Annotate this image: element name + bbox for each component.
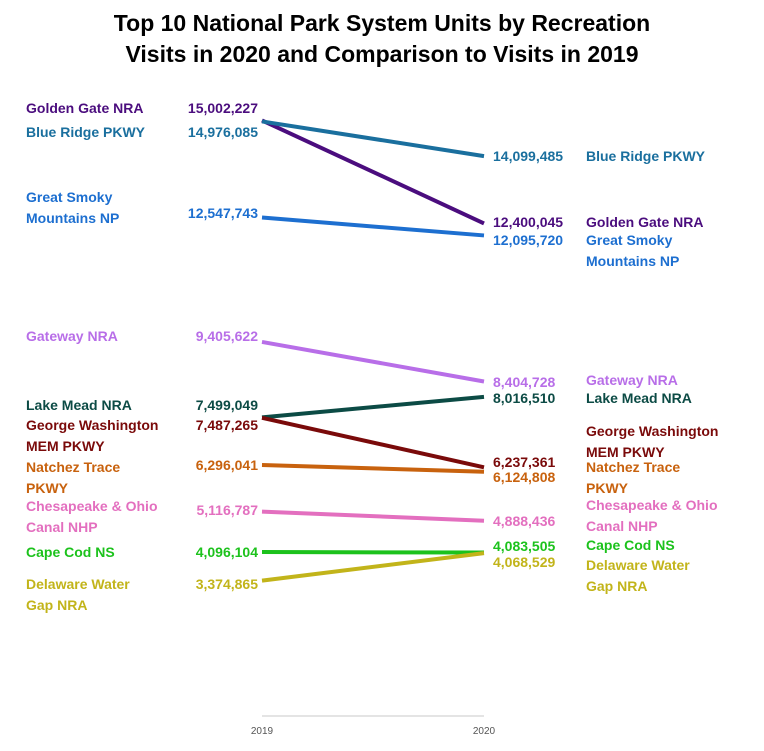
series-line-gateway-nra	[261, 339, 485, 384]
value-label-2019-natchez-trace-pkwy: 6,296,041	[196, 457, 258, 473]
series-name-left-george-washington-mem-pkwy-1: MEM PKWY	[26, 438, 105, 454]
x-tick-label-2020: 2020	[473, 726, 496, 737]
value-label-2020-blue-ridge-pkwy: 14,099,485	[493, 148, 563, 164]
series-name-left-delaware-water-gap-nra-1: Gap NRA	[26, 597, 87, 613]
value-label-2019-cape-cod-ns: 4,096,104	[196, 544, 258, 560]
value-label-2019-chesapeake-and-ohio-canal-nhp: 5,116,787	[196, 502, 258, 518]
series-name-left-chesapeake-and-ohio-canal-nhp-0: Chesapeake & Ohio	[26, 498, 158, 514]
series-name-left-natchez-trace-pkwy-0: Natchez Trace	[26, 459, 120, 475]
series-name-left-cape-cod-ns-0: Cape Cod NS	[26, 544, 115, 560]
series-line-chesapeake-and-ohio-canal-nhp	[261, 509, 485, 523]
series-name-left-lake-mead-nra-0: Lake Mead NRA	[26, 397, 132, 413]
series-name-right-delaware-water-gap-nra-0: Delaware Water	[586, 557, 690, 573]
value-label-2020-gateway-nra: 8,404,728	[493, 374, 555, 390]
value-label-2020-chesapeake-and-ohio-canal-nhp: 4,888,436	[493, 513, 555, 529]
series-name-right-cape-cod-ns-0: Cape Cod NS	[586, 537, 675, 553]
series-line-blue-ridge-pkwy	[261, 119, 485, 159]
value-label-2019-blue-ridge-pkwy: 14,976,085	[188, 124, 258, 140]
series-layer: 15,002,227 12,400,045 Golden Gate NRA Golde…	[26, 100, 718, 613]
series-line-natchez-trace-pkwy	[261, 462, 485, 474]
series-name-right-natchez-trace-pkwy-1: PKWY	[586, 480, 629, 496]
series-name-left-george-washington-mem-pkwy-0: George Washington	[26, 417, 158, 433]
series-name-left-natchez-trace-pkwy-1: PKWY	[26, 480, 69, 496]
series-name-right-great-smoky-mountains-np-0: Great Smoky	[586, 232, 673, 248]
chart-title-line-1: Top 10 National Park System Units by Rec…	[113, 10, 651, 36]
value-label-2019-great-smoky-mountains-np: 12,547,743	[188, 205, 258, 221]
value-label-2020-lake-mead-nra: 8,016,510	[493, 390, 555, 406]
series-name-left-golden-gate-nra-0: Golden Gate NRA	[26, 100, 143, 116]
chart-title-line-2: Visits in 2020 and Comparison to Visits …	[125, 41, 639, 67]
series-name-left-blue-ridge-pkwy-0: Blue Ridge PKWY	[26, 124, 146, 140]
value-label-2019-delaware-water-gap-nra: 3,374,865	[196, 576, 258, 592]
series-line-delaware-water-gap-nra	[261, 551, 485, 583]
value-label-2020-great-smoky-mountains-np: 12,095,720	[493, 232, 563, 248]
series-name-right-lake-mead-nra-0: Lake Mead NRA	[586, 390, 692, 406]
series-line-lake-mead-nra	[261, 394, 485, 420]
series-name-right-blue-ridge-pkwy-0: Blue Ridge PKWY	[586, 148, 706, 164]
value-label-2020-delaware-water-gap-nra: 4,068,529	[493, 554, 555, 570]
value-label-2019-lake-mead-nra: 7,499,049	[196, 397, 258, 413]
series-name-left-chesapeake-and-ohio-canal-nhp-1: Canal NHP	[26, 519, 98, 535]
series-name-right-great-smoky-mountains-np-1: Mountains NP	[586, 253, 679, 269]
series-name-right-chesapeake-and-ohio-canal-nhp-0: Chesapeake & Ohio	[586, 497, 718, 513]
series-name-right-george-washington-mem-pkwy-0: George Washington	[586, 423, 718, 439]
value-label-2019-gateway-nra: 9,405,622	[196, 328, 258, 344]
series-name-right-chesapeake-and-ohio-canal-nhp-1: Canal NHP	[586, 518, 658, 534]
series-name-left-great-smoky-mountains-np-1: Mountains NP	[26, 210, 119, 226]
value-label-2019-george-washington-mem-pkwy: 7,487,265	[196, 417, 258, 433]
value-label-2020-cape-cod-ns: 4,083,505	[493, 538, 555, 554]
series-name-right-natchez-trace-pkwy-0: Natchez Trace	[586, 459, 680, 475]
series-line-great-smoky-mountains-np	[261, 215, 485, 238]
series-name-left-gateway-nra-0: Gateway NRA	[26, 328, 118, 344]
chart-title: Top 10 National Park System Units by Rec…	[0, 8, 764, 70]
series-line-george-washington-mem-pkwy	[261, 415, 485, 470]
value-label-2020-george-washington-mem-pkwy: 6,237,361	[493, 454, 555, 470]
series-name-right-delaware-water-gap-nra-1: Gap NRA	[586, 578, 647, 594]
value-label-2020-golden-gate-nra: 12,400,045	[493, 214, 563, 230]
value-label-2019-golden-gate-nra: 15,002,227	[188, 100, 258, 116]
series-name-right-golden-gate-nra-0: Golden Gate NRA	[586, 214, 703, 230]
value-label-2020-natchez-trace-pkwy: 6,124,808	[493, 469, 555, 485]
series-name-left-great-smoky-mountains-np-0: Great Smoky	[26, 189, 113, 205]
series-name-right-gateway-nra-0: Gateway NRA	[586, 372, 678, 388]
series-name-right-george-washington-mem-pkwy-1: MEM PKWY	[586, 444, 665, 460]
x-tick-label-2019: 2019	[251, 726, 274, 737]
series-name-left-delaware-water-gap-nra-0: Delaware Water	[26, 576, 130, 592]
series-line-golden-gate-nra	[261, 118, 485, 226]
